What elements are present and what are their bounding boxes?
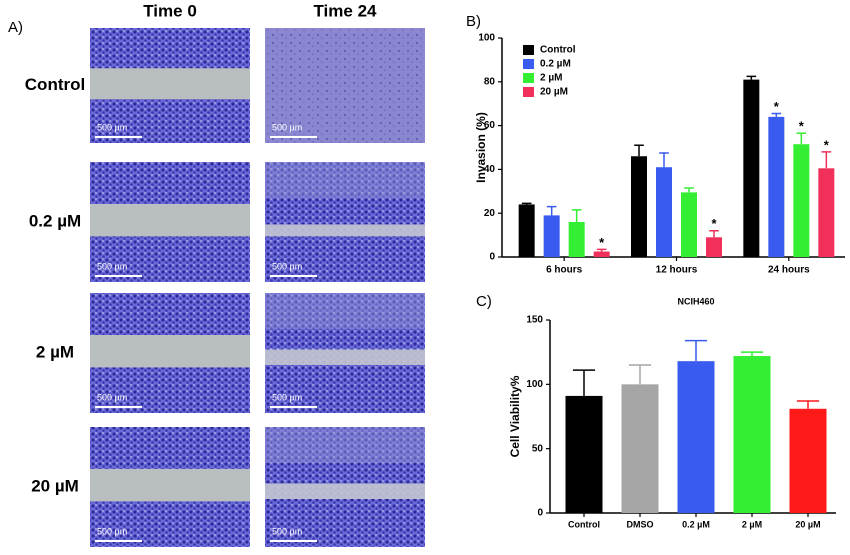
x-tick-label: 6 hours [546, 265, 583, 276]
wound-gap [90, 469, 250, 502]
scale-bar-label: 500 µm [272, 261, 302, 271]
bar [677, 361, 715, 513]
wound-gap [265, 483, 425, 499]
row-label: Control [25, 75, 85, 94]
legend-label: 0.2 µM [540, 59, 571, 70]
bar [706, 237, 722, 257]
y-tick-label: 80 [484, 76, 496, 87]
error-bar [546, 205, 557, 216]
y-tick-label: 150 [526, 315, 543, 326]
legend-swatch [523, 73, 534, 83]
error-bar [771, 112, 782, 117]
error-bar [796, 400, 820, 409]
panel-label: A) [8, 19, 23, 36]
y-tick-label: 50 [532, 443, 544, 454]
haze [265, 293, 425, 329]
significance: * [599, 235, 605, 250]
wound-gap [90, 335, 250, 368]
scale-bar-label: 500 µm [97, 261, 127, 271]
error-bar [746, 75, 757, 80]
error-bar [709, 229, 719, 238]
micrograph [265, 28, 425, 143]
x-tick-label: 24 hours [768, 265, 810, 276]
significance: * [774, 99, 780, 114]
bar [818, 168, 835, 257]
x-tick-label: DMSO [627, 519, 654, 529]
haze [265, 427, 425, 463]
x-tick-label: 2 µM [742, 519, 762, 529]
row-label: 2 µM [36, 342, 74, 361]
legend-label: 2 µM [540, 73, 562, 84]
error-bar [634, 144, 644, 157]
error-bar [596, 248, 607, 252]
bar [733, 356, 771, 513]
column-label: Time 0 [143, 1, 197, 20]
significance: * [824, 137, 830, 152]
significance: * [799, 119, 805, 134]
row-label: 20 µM [31, 476, 79, 495]
scale-bar-label: 500 µm [97, 122, 127, 132]
row-label: 0.2 µM [29, 211, 81, 230]
bar [768, 116, 785, 257]
error-bar [521, 202, 532, 205]
y-tick-label: 100 [478, 33, 495, 44]
bar [568, 221, 585, 257]
legend-swatch [523, 45, 534, 55]
x-tick-label: 0.2 µM [682, 519, 710, 529]
wound-gap [265, 349, 425, 365]
panel-label: C) [476, 293, 492, 310]
scale-bar-label: 500 µm [272, 122, 302, 132]
legend-swatch [523, 87, 534, 97]
bar [789, 408, 827, 513]
legend-label: Control [540, 45, 576, 56]
y-axis-label: Invasion (%) [474, 112, 488, 183]
scale-bar-label: 500 µm [97, 392, 127, 402]
scale-bar-label: 500 µm [97, 526, 127, 536]
bar [621, 384, 659, 513]
bar [565, 395, 603, 513]
error-bar [571, 209, 582, 222]
y-tick-label: 60 [484, 120, 496, 131]
y-tick-label: 40 [484, 164, 496, 175]
bar [743, 79, 760, 257]
scale-bar-label: 500 µm [272, 392, 302, 402]
wound-gap [265, 224, 425, 237]
bar [656, 167, 672, 257]
legend-swatch [523, 59, 534, 69]
error-bar [821, 151, 832, 169]
error-bar [684, 339, 708, 362]
bar [518, 204, 535, 257]
bar [543, 215, 560, 257]
error-bar [572, 369, 596, 396]
scale-bar-label: 500 µm [272, 526, 302, 536]
y-tick-label: 100 [526, 379, 543, 390]
error-bar [740, 351, 764, 357]
significance: * [711, 216, 717, 231]
wound-gap [90, 68, 250, 100]
error-bar [628, 364, 652, 385]
bar [631, 156, 647, 257]
haze [265, 162, 425, 198]
error-bar [659, 152, 669, 168]
y-tick-label: 0 [537, 508, 543, 519]
chart-title: NCIH460 [677, 296, 714, 306]
x-tick-label: Control [568, 519, 600, 529]
error-bar [796, 132, 807, 145]
column-label: Time 24 [313, 1, 377, 20]
x-tick-label: 12 hours [656, 265, 698, 276]
bar [681, 192, 697, 257]
error-bar [684, 187, 694, 193]
y-tick-label: 20 [484, 208, 496, 219]
micrograph [265, 162, 425, 282]
bar [593, 251, 610, 257]
bar [793, 144, 810, 257]
y-axis-label: Cell Viability% [508, 375, 522, 457]
panel-label: B) [466, 13, 481, 30]
legend-label: 20 µM [540, 87, 568, 98]
wound-gap [90, 204, 250, 237]
y-tick-label: 0 [489, 252, 495, 263]
x-tick-label: 20 µM [795, 519, 820, 529]
